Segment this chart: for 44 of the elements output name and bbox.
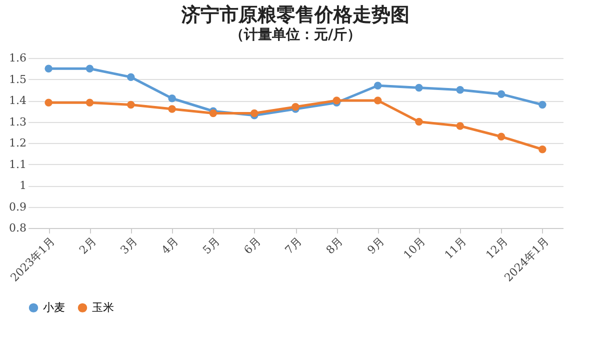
point bbox=[168, 94, 176, 102]
legend-label: 玉米 bbox=[92, 300, 114, 314]
y-tick-label: 1.4 bbox=[9, 94, 26, 107]
x-tick-label: 4月 bbox=[159, 234, 182, 257]
x-tick-label: 8月 bbox=[324, 234, 346, 257]
point bbox=[168, 105, 176, 113]
y-tick-label: 1 bbox=[20, 179, 26, 192]
point bbox=[538, 100, 546, 109]
point bbox=[127, 73, 135, 81]
point bbox=[127, 100, 135, 109]
y-tick-label: 0.9 bbox=[9, 200, 26, 214]
point bbox=[415, 118, 423, 126]
x-tick-label: 2月 bbox=[76, 234, 99, 257]
y-tick-label: 1.1 bbox=[9, 158, 26, 171]
point bbox=[374, 82, 382, 90]
point bbox=[415, 84, 423, 92]
y-tick-label: 1.5 bbox=[9, 72, 26, 86]
chart-subtitle: （计量单位：元/斤） bbox=[230, 26, 362, 43]
point bbox=[497, 90, 506, 98]
legend-label: 小麦 bbox=[43, 300, 65, 314]
x-tick-label: 6月 bbox=[241, 234, 264, 257]
point bbox=[86, 64, 94, 72]
point bbox=[497, 132, 506, 140]
point bbox=[456, 122, 464, 130]
y-tick-label: 0.8 bbox=[9, 222, 26, 234]
x-tick-label: 10月 bbox=[401, 234, 428, 262]
point bbox=[209, 109, 218, 118]
x-tick-label: 3月 bbox=[118, 234, 140, 257]
point bbox=[538, 146, 546, 154]
y-tick-label: 1.3 bbox=[9, 115, 26, 128]
point bbox=[44, 98, 52, 106]
point bbox=[86, 98, 94, 106]
x-tick-label: 12月 bbox=[483, 234, 510, 262]
x-tick-label: 7月 bbox=[282, 234, 304, 257]
y-tick-label: 1.6 bbox=[9, 52, 26, 64]
x-tick-label: 5月 bbox=[200, 234, 222, 257]
chart-title: 济宁市原粮零售价格走势图 bbox=[180, 4, 410, 26]
x-tick-label: 11月 bbox=[442, 234, 470, 262]
point bbox=[456, 86, 464, 94]
x-tick-label: 9月 bbox=[364, 234, 387, 257]
point bbox=[374, 96, 382, 104]
y-tick-label: 1.2 bbox=[9, 136, 26, 150]
point bbox=[250, 109, 258, 118]
point bbox=[44, 64, 52, 72]
